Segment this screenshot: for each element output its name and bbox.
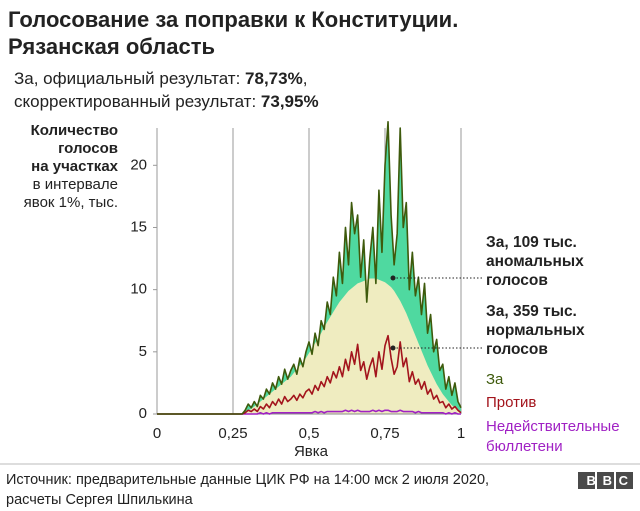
annotation-point <box>390 345 396 351</box>
x-axis-label: Явка <box>294 443 329 460</box>
annotation: голосов <box>486 272 548 289</box>
y-axis-label: явок 1%, тыс. <box>24 194 118 211</box>
series-line <box>157 120 462 415</box>
y-axis-label: на участках <box>31 158 119 175</box>
x-tick-label: 0,25 <box>218 425 247 442</box>
series-line <box>157 334 462 415</box>
x-tick-label: 0 <box>153 425 161 442</box>
subtitle-text: скорректированный результат: <box>14 92 261 111</box>
chart-title: Рязанская область <box>8 34 215 59</box>
legend-entry: Недействительные бюллетени <box>486 418 620 455</box>
annotation: аномальных <box>486 253 584 270</box>
legend-entry: Против <box>486 394 537 411</box>
subtitle-value: 78,73% <box>245 69 303 88</box>
chart-title: Голосование за поправки к Конституции. <box>8 7 458 32</box>
series-line <box>157 409 461 415</box>
annotation: За, 359 тыс. <box>486 303 577 320</box>
logo-box <box>616 472 633 489</box>
subtitle-text: За, официальный результат: <box>14 69 245 88</box>
y-tick-label: 20 <box>130 156 147 173</box>
subtitle: За, официальный результат: 78,73%, <box>14 69 307 88</box>
source: Источник: предварительные данные ЦИК РФ … <box>6 472 490 508</box>
normal-area <box>157 278 461 414</box>
x-tick-label: 0,5 <box>299 425 320 442</box>
logo-box <box>578 472 595 489</box>
x-tick-label: 1 <box>457 425 465 442</box>
y-axis-label: Количество <box>31 122 118 139</box>
logo: BBC <box>587 473 635 488</box>
x-tick-label: 0,75 <box>370 425 399 442</box>
subtitle: скорректированный результат: 73,95% <box>14 92 319 111</box>
y-axis-label: голосов <box>58 140 118 157</box>
annotation: За, 109 тыс. <box>486 234 577 251</box>
subtitle-value: 73,95% <box>261 92 319 111</box>
y-tick-label: 5 <box>139 343 147 360</box>
subtitle-text: , <box>303 69 308 88</box>
logo-box <box>597 472 614 489</box>
annotation-point <box>390 275 396 281</box>
annotation: голосов <box>486 341 548 358</box>
y-tick-label: 0 <box>139 405 147 422</box>
annotation: нормальных <box>486 322 585 339</box>
legend-entry: За <box>486 371 504 388</box>
y-axis-label: в интервале <box>33 176 118 193</box>
y-tick-label: 15 <box>130 218 147 235</box>
y-tick-label: 10 <box>130 281 147 298</box>
